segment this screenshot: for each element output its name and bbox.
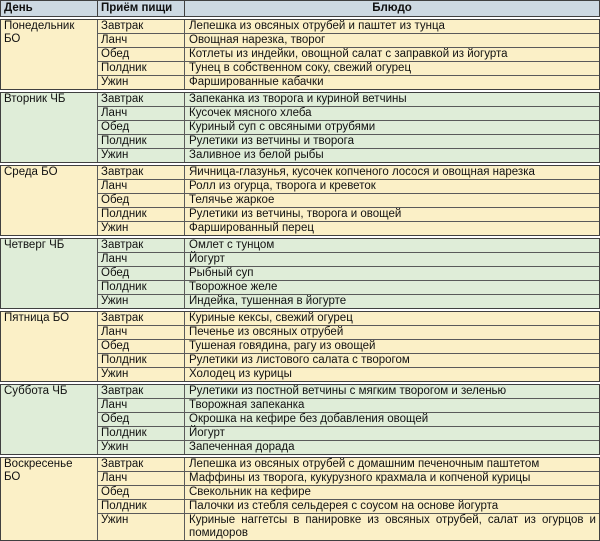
meal-cell: Ужин [98,294,185,308]
meal-cell: Обед [98,266,185,280]
meal-cell: Ужин [98,513,185,540]
dish-cell: Куриный суп с овсяными отрубями [185,120,599,134]
day-block: Воскресенье БО Завтрак Лепешка из овсяных … [0,457,600,541]
meal-cell: Ужин [98,367,185,381]
meal-cell: Ланч [98,179,185,193]
meal-cell: Завтрак [98,166,185,179]
meal-cell: Полдник [98,426,185,440]
dish-cell: Фаршированный перец [185,221,599,235]
day-block: Пятница БО Завтрак Куриные кексы, свежий о… [0,311,600,382]
meal-cell: Завтрак [98,458,185,471]
dish-cell: Запеканка из творога и куриной ветчины [189,93,407,105]
dish-cell: Тушеная говядина, рагу из овощей [185,339,599,353]
meal-cell: Обед [98,339,185,353]
col-header-dish: Блюдо [372,2,412,14]
meal-cell: Полдник [98,134,185,148]
dish-cell: Запеченная дорада [185,440,599,454]
meal-cell: Полдник [98,207,185,221]
meal-cell: Ланч [98,325,185,339]
dish-cell: Рулетики из ветчины, творога и овощей [185,207,599,221]
meal-cell: Обед [98,485,185,499]
header-row: День Приём пищи Блюдо [0,0,600,17]
col-header-day: День [1,1,98,16]
dish-cell: Куриные кексы, свежий огурец [189,312,353,324]
meal-cell: Обед [98,47,185,61]
meal-cell: Ужин [98,75,185,89]
dish-cell: Йогурт [185,252,599,266]
meal-cell: Обед [98,412,185,426]
meal-cell: Ланч [98,471,185,485]
day-blocks-container: Понедельник БО Завтрак Лепешка из овсяных … [0,19,600,541]
day-block: Понедельник БО Завтрак Лепешка из овсяных … [0,19,600,90]
day-block: Суббота ЧБ Завтрак Рулетики из постной вет… [0,384,600,455]
dish-cell: Омлет с тунцом [189,239,275,251]
meal-cell: Полдник [98,280,185,294]
col-header-meal: Приём пищи [98,1,185,16]
meal-cell: Ужин [98,440,185,454]
meal-cell: Ланч [98,33,185,47]
day-cell: Понедельник БО [1,20,98,89]
dish-cell: Рулетики из постной ветчины с мягким тво… [189,385,507,397]
dish-cell: Палочки из стебля сельдерея с соусом на … [185,499,599,513]
dish-cell: Лепешка из овсяных отрубей с домашним пе… [189,458,540,470]
day-cell: Среда БО [1,166,98,235]
day-cell: Суббота ЧБ [1,385,98,454]
dish-cell: Котлеты из индейки, овощной салат с запр… [185,47,599,61]
day-cell: Воскресенье БО [1,458,98,540]
meal-cell: Обед [98,193,185,207]
meal-cell: Ланч [98,252,185,266]
day-cell: Пятница БО [1,312,98,381]
dish-cell: Лепешка из овсяных отрубей и паштет из т… [189,20,445,32]
meal-cell: Завтрак [98,312,185,325]
meal-cell: Ужин [98,148,185,162]
dish-cell: Ролл из огурца, творога и креветок [185,179,599,193]
meal-cell: Обед [98,120,185,134]
dish-cell: Печенье из овсяных отрубей [185,325,599,339]
dish-cell: Маффины из творога, кукурузного крахмала… [185,471,599,485]
meal-cell: Завтрак [98,20,185,33]
day-cell: Вторник ЧБ [1,93,98,162]
dish-cell: Яичница-глазунья, кусочек копченого лосо… [189,166,535,178]
dish-cell: Творожное желе [185,280,599,294]
dish-cell: Свекольник на кефире [185,485,599,499]
dish-cell: Индейка, тушенная в йогурте [185,294,599,308]
meal-cell: Полдник [98,499,185,513]
dish-cell: Рулетики из ветчины и творога [185,134,599,148]
dish-cell: Йогурт [185,426,599,440]
dish-cell: Куриные наггетсы в панировке из овсяных … [185,513,599,540]
dish-cell: Рыбный суп [185,266,599,280]
meal-cell: Завтрак [98,239,185,252]
dish-cell: Кусочек мясного хлеба [185,106,599,120]
meal-cell: Завтрак [98,93,185,106]
day-block: Четверг ЧБ Завтрак Омлет с тунцом Ланч Йогур… [0,238,600,309]
meal-cell: Полдник [98,353,185,367]
day-block: Среда БО Завтрак Яичница-глазунья, кусочек… [0,165,600,236]
dish-cell: Рулетики из листового салата с творогом [185,353,599,367]
dish-cell: Заливное из белой рыбы [185,148,599,162]
day-cell: Четверг ЧБ [1,239,98,308]
dish-cell: Творожная запеканка [185,398,599,412]
dish-cell: Овощная нарезка, творог [185,33,599,47]
dish-cell: Тунец в собственном соку, свежий огурец [185,61,599,75]
meal-cell: Полдник [98,61,185,75]
dish-cell: Окрошка на кефире без добавления овощей [185,412,599,426]
dish-cell: Телячье жаркое [185,193,599,207]
meal-cell: Завтрак [98,385,185,398]
meal-cell: Ланч [98,398,185,412]
dish-cell: Фаршированные кабачки [185,75,599,89]
day-block: Вторник ЧБ Завтрак Запеканка из творога и … [0,92,600,163]
meal-cell: Ланч [98,106,185,120]
dish-cell: Холодец из курицы [185,367,599,381]
meal-cell: Ужин [98,221,185,235]
